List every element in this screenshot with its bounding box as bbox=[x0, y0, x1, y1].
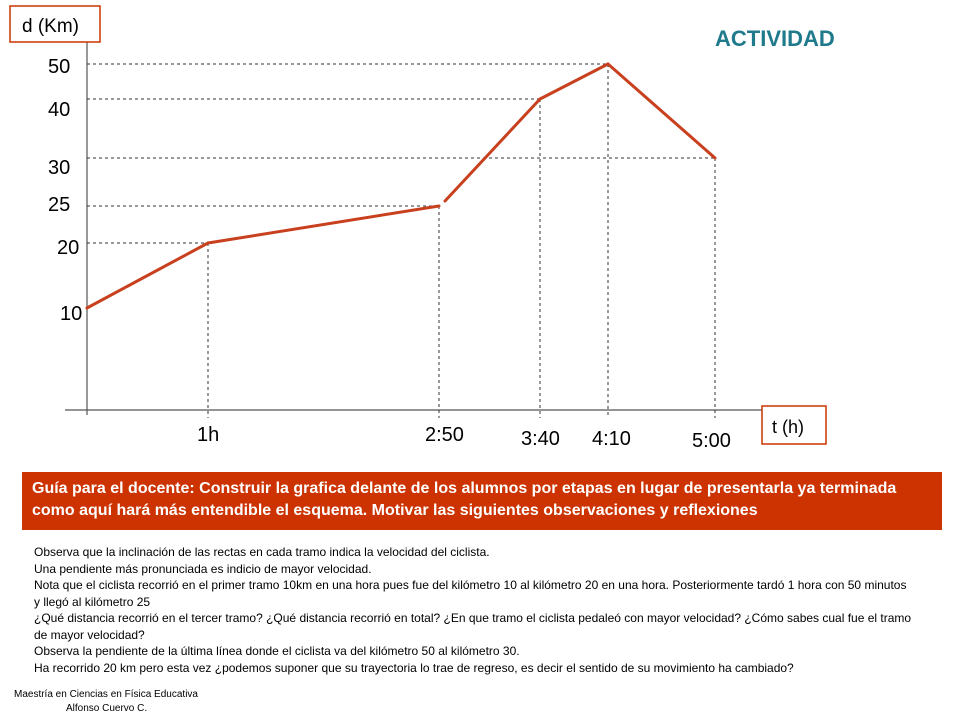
y-tick-label: 50 bbox=[48, 56, 70, 78]
x-tick-label: 2:50 bbox=[425, 424, 464, 446]
x-tick-label: 1h bbox=[197, 424, 219, 446]
y-axis-label-box bbox=[9, 5, 101, 43]
activity-title: ACTIVIDAD bbox=[715, 26, 835, 51]
y-tick-label: 20 bbox=[57, 237, 79, 259]
y-axis-label: d (Km) bbox=[22, 16, 79, 37]
data-line-segment bbox=[538, 62, 610, 101]
note-line: Observa la pendiente de la última línea … bbox=[34, 644, 520, 658]
x-axis-label-box bbox=[761, 405, 827, 445]
footer-program: Maestría en Ciencias en Física Educativa bbox=[14, 689, 198, 700]
data-line-segment bbox=[206, 204, 441, 245]
x-tick-label: 5:00 bbox=[692, 430, 731, 452]
data-line-segment bbox=[606, 62, 717, 160]
x-tick-label: 4:10 bbox=[592, 428, 631, 450]
y-tick-label: 25 bbox=[48, 194, 70, 216]
y-tick-label: 40 bbox=[48, 99, 70, 121]
teacher-guide-banner: Guía para el docente: Construir la grafi… bbox=[22, 472, 942, 530]
note-line: Nota que el ciclista recorrió en el prim… bbox=[34, 578, 907, 609]
footer-author: Alfonso Cuervo C. bbox=[66, 703, 148, 714]
note-line: Observa que la inclinación de las rectas… bbox=[34, 545, 490, 559]
note-line: Ha recorrido 20 km pero esta vez ¿podemo… bbox=[34, 660, 794, 675]
y-tick-label: 30 bbox=[48, 157, 70, 179]
x-axis-label: t (h) bbox=[772, 417, 804, 437]
x-tick-label: 3:40 bbox=[521, 428, 560, 450]
data-line-segment bbox=[443, 97, 542, 203]
note-line: Una pendiente más pronunciada es indicio… bbox=[34, 561, 372, 576]
data-line-segment bbox=[85, 241, 210, 310]
note-line: ¿Qué distancia recorrió en el tercer tra… bbox=[34, 611, 912, 642]
distance-time-chart: 10 20 25 30 40 50 1h 2:50 3:40 4:10 5:00 d (Km) t (h… bbox=[9, 5, 827, 452]
observations-text: Observa que la inclinación de las rectas… bbox=[34, 544, 914, 676]
y-tick-label: 10 bbox=[60, 303, 82, 325]
